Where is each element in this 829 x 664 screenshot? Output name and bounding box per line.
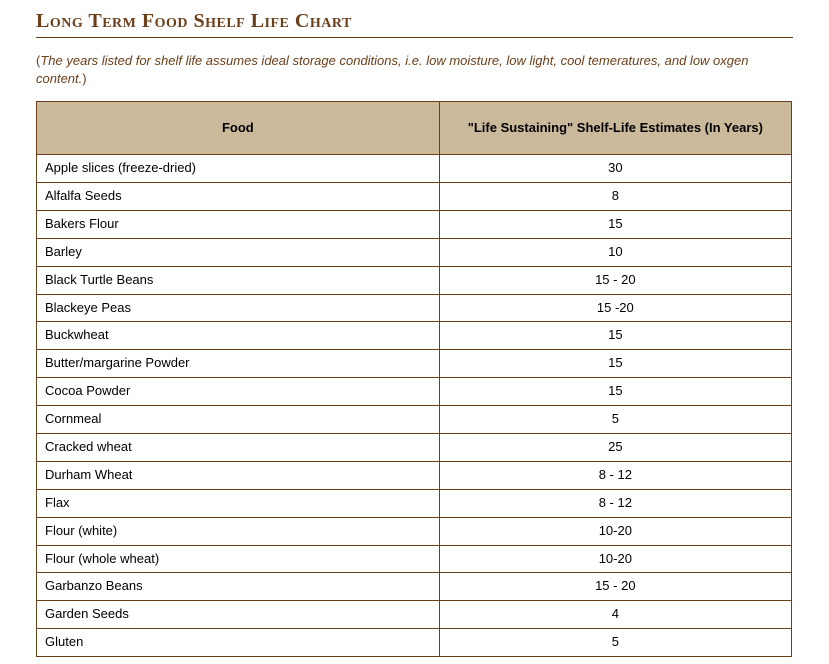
shelf-life-cell: 15 [439,322,791,350]
table-row: Buckwheat15 [37,322,792,350]
disclaimer-note: (The years listed for shelf life assumes… [36,52,793,87]
shelf-life-cell: 25 [439,434,791,462]
table-row: Cocoa Powder15 [37,378,792,406]
table-row: Cracked wheat25 [37,434,792,462]
food-cell: Butter/margarine Powder [37,350,440,378]
table-row: Gluten5 [37,629,792,657]
shelf-life-cell: 15 -20 [439,294,791,322]
shelf-life-table: Food "Life Sustaining" Shelf-Life Estima… [36,101,792,657]
food-cell: Garbanzo Beans [37,573,440,601]
food-cell: Buckwheat [37,322,440,350]
table-row: Cornmeal5 [37,406,792,434]
food-cell: Cracked wheat [37,434,440,462]
shelf-life-cell: 15 - 20 [439,266,791,294]
table-row: Apple slices (freeze-dried)30 [37,155,792,183]
table-row: Butter/margarine Powder15 [37,350,792,378]
table-row: Bakers Flour15 [37,210,792,238]
shelf-life-cell: 8 [439,182,791,210]
food-cell: Durham Wheat [37,461,440,489]
food-cell: Flour (whole wheat) [37,545,440,573]
shelf-life-cell: 8 - 12 [439,461,791,489]
table-row: Garbanzo Beans15 - 20 [37,573,792,601]
food-cell: Alfalfa Seeds [37,182,440,210]
table-row: Flax8 - 12 [37,489,792,517]
shelf-life-cell: 4 [439,601,791,629]
note-suffix: ) [82,71,86,86]
food-cell: Garden Seeds [37,601,440,629]
food-cell: Apple slices (freeze-dried) [37,155,440,183]
food-cell: Flax [37,489,440,517]
shelf-life-cell: 10 [439,238,791,266]
food-cell: Black Turtle Beans [37,266,440,294]
food-cell: Gluten [37,629,440,657]
food-cell: Bakers Flour [37,210,440,238]
title-underline [36,37,793,38]
food-cell: Cornmeal [37,406,440,434]
shelf-life-cell: 8 - 12 [439,489,791,517]
table-row: Garden Seeds4 [37,601,792,629]
food-cell: Blackeye Peas [37,294,440,322]
shelf-life-cell: 15 [439,350,791,378]
food-cell: Barley [37,238,440,266]
table-header-row: Food "Life Sustaining" Shelf-Life Estima… [37,102,792,155]
table-row: Barley10 [37,238,792,266]
food-cell: Flour (white) [37,517,440,545]
shelf-life-cell: 15 [439,210,791,238]
shelf-life-cell: 15 [439,378,791,406]
food-cell: Cocoa Powder [37,378,440,406]
note-italic: The years listed for shelf life assumes … [36,53,748,86]
shelf-life-cell: 15 - 20 [439,573,791,601]
shelf-life-cell: 30 [439,155,791,183]
table-row: Flour (white)10-20 [37,517,792,545]
table-row: Black Turtle Beans15 - 20 [37,266,792,294]
shelf-life-cell: 10-20 [439,517,791,545]
shelf-life-cell: 10-20 [439,545,791,573]
table-row: Blackeye Peas15 -20 [37,294,792,322]
table-row: Flour (whole wheat)10-20 [37,545,792,573]
shelf-life-cell: 5 [439,406,791,434]
col-header-food: Food [37,102,440,155]
table-row: Alfalfa Seeds8 [37,182,792,210]
table-row: Durham Wheat8 - 12 [37,461,792,489]
col-header-shelf-life: "Life Sustaining" Shelf-Life Estimates (… [439,102,791,155]
page-title: Long Term Food Shelf Life Chart [36,10,793,33]
shelf-life-cell: 5 [439,629,791,657]
